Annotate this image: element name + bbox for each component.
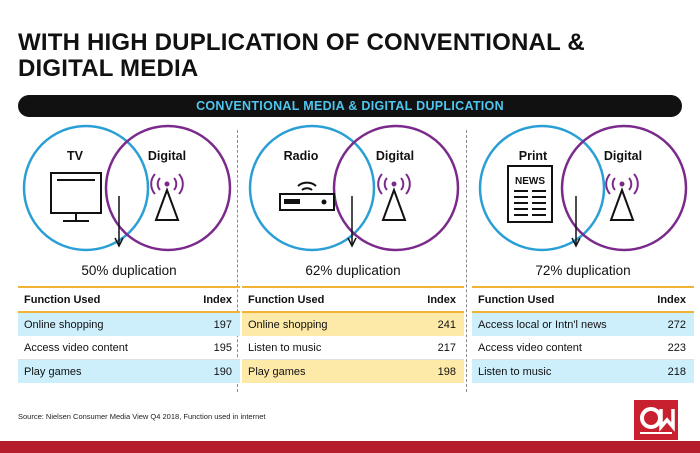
function-cell: Access video content — [18, 336, 181, 360]
index-cell: 197 — [180, 312, 240, 336]
tv-circle — [22, 124, 150, 252]
function-table: Function Used Index Online shopping 241 … — [242, 286, 464, 383]
down-arrow-icon — [347, 196, 357, 248]
function-cell: Play games — [242, 359, 394, 383]
source-note: Source: Nielsen Consumer Media View Q4 2… — [18, 412, 266, 421]
footer-bar — [0, 441, 700, 453]
index-cell: 198 — [393, 359, 464, 383]
digital-label: Digital — [147, 149, 187, 163]
duplication-label: 50% duplication — [81, 263, 177, 278]
table-row: Online shopping 241 — [242, 312, 464, 336]
radio-circle — [248, 124, 376, 252]
broadcast-icon — [377, 173, 411, 221]
index-cell: 218 — [642, 359, 694, 383]
column-header-function: Function Used — [472, 286, 643, 313]
column-header-index: Index — [642, 286, 694, 313]
function-cell: Play games — [18, 359, 181, 383]
venn-diagram-print: NEWS — [478, 124, 688, 252]
section-banner: CONVENTIONAL MEDIA & DIGITAL DUPLICATION — [18, 95, 682, 117]
function-cell: Listen to music — [242, 336, 394, 360]
index-cell: 190 — [180, 359, 240, 383]
news-icon-text: NEWS — [515, 176, 545, 187]
function-cell: Access local or Intn'l news — [472, 312, 643, 336]
column-header-index: Index — [393, 286, 464, 313]
brand-logo — [634, 400, 678, 440]
down-arrow-icon — [571, 196, 581, 248]
broadcast-icon — [605, 173, 639, 221]
table-row: Access video content 223 — [472, 336, 694, 360]
function-cell: Online shopping — [18, 312, 181, 336]
page-title: WITH HIGH DUPLICATION OF CONVENTIONAL & … — [18, 29, 585, 82]
column-header-function: Function Used — [242, 286, 394, 313]
tv-icon — [50, 172, 102, 222]
function-table: Function Used Index Access local or Intn… — [472, 286, 694, 383]
media-label: TV — [67, 149, 83, 163]
table-row: Listen to music 217 — [242, 336, 464, 360]
digital-circle — [104, 124, 232, 252]
column-header-index: Index — [180, 286, 240, 313]
table-row: Access local or Intn'l news 272 — [472, 312, 694, 336]
logo-mark-icon — [640, 407, 675, 434]
table-row: Access video content 195 — [18, 336, 240, 360]
newspaper-icon: NEWS — [507, 165, 553, 223]
function-cell: Listen to music — [472, 359, 643, 383]
index-cell: 223 — [642, 336, 694, 360]
panel-tv: TV Digital 50% duplication Function Used… — [18, 118, 240, 390]
venn-diagram-radio — [248, 124, 460, 252]
radio-icon — [279, 181, 335, 211]
index-cell: 217 — [393, 336, 464, 360]
function-cell: Access video content — [472, 336, 643, 360]
panel-divider — [466, 130, 467, 392]
digital-label: Digital — [603, 149, 643, 163]
duplication-label: 62% duplication — [305, 263, 401, 278]
panel-divider — [237, 130, 238, 392]
function-table: Function Used Index Online shopping 197 … — [18, 286, 240, 383]
media-label: Radio — [283, 149, 319, 163]
function-cell: Online shopping — [242, 312, 394, 336]
broadcast-icon — [150, 173, 184, 221]
table-row: Play games 190 — [18, 359, 240, 383]
table-row: Online shopping 197 — [18, 312, 240, 336]
digital-circle — [332, 124, 460, 252]
index-cell: 241 — [393, 312, 464, 336]
media-label: Print — [518, 149, 548, 163]
duplication-label: 72% duplication — [535, 263, 631, 278]
print-circle — [478, 124, 606, 252]
index-cell: 272 — [642, 312, 694, 336]
venn-diagram-tv — [22, 124, 232, 252]
column-header-function: Function Used — [18, 286, 181, 313]
digital-circle — [560, 124, 688, 252]
down-arrow-icon — [114, 196, 124, 248]
index-cell: 195 — [180, 336, 240, 360]
table-row: Play games 198 — [242, 359, 464, 383]
table-row: Listen to music 218 — [472, 359, 694, 383]
panel-print: NEWS Print Digital 72% duplication — [472, 118, 694, 390]
digital-label: Digital — [375, 149, 415, 163]
panel-radio: Radio Digital 62% duplication Function U… — [242, 118, 464, 390]
